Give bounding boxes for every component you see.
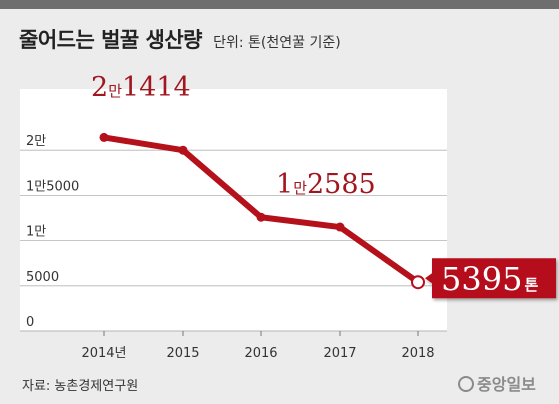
logo-icon [458,376,474,392]
data-label-part: 만 [293,179,307,197]
y-tick-label: 0 [26,315,34,330]
y-tick-label: 2만 [26,134,46,149]
data-label: 2만1414 [91,72,191,103]
data-label-part: 만 [108,82,122,100]
data-point [99,132,109,142]
x-tick-label: 2018 [401,346,434,361]
data-label-part: 1 [276,169,293,200]
callout-number: 5395 [441,260,522,298]
header: 줄어드는 벌꿀 생산량 단위: 톤(천연꿀 기준) [19,24,341,54]
x-tick-label: 2015 [166,346,199,361]
unit-label: 단위: 톤(천연꿀 기준) [213,35,341,51]
data-point [335,222,345,232]
y-tick-label: 1만 [26,225,46,240]
data-point [178,145,188,155]
data-label: 1만2585 [276,169,376,200]
y-tick-label: 5000 [26,270,59,285]
callout-unit: 톤 [524,276,538,294]
chart-title: 줄어드는 벌꿀 생산량 [19,28,203,52]
x-tick-label: 2014년 [81,346,126,361]
callout-label: 5395 톤 [441,260,538,298]
data-point [411,275,425,290]
logo-text: 중앙일보 [477,375,536,394]
final-value-callout: 5395 톤 [425,258,556,299]
callout-box [425,258,556,299]
source-note: 자료: 농촌경제연구원 [22,379,139,394]
publisher-logo: 중앙일보 [458,371,536,395]
plot-area [20,89,447,331]
x-tick-label: 2017 [323,346,356,361]
top-bar [0,0,559,9]
data-label-part: 2 [91,72,108,103]
y-tick-label: 1만5000 [26,179,79,194]
data-label-part: 1414 [122,72,191,103]
x-tick-label: 2016 [244,346,277,361]
data-label-part: 2585 [307,169,376,200]
data-point [256,212,266,222]
